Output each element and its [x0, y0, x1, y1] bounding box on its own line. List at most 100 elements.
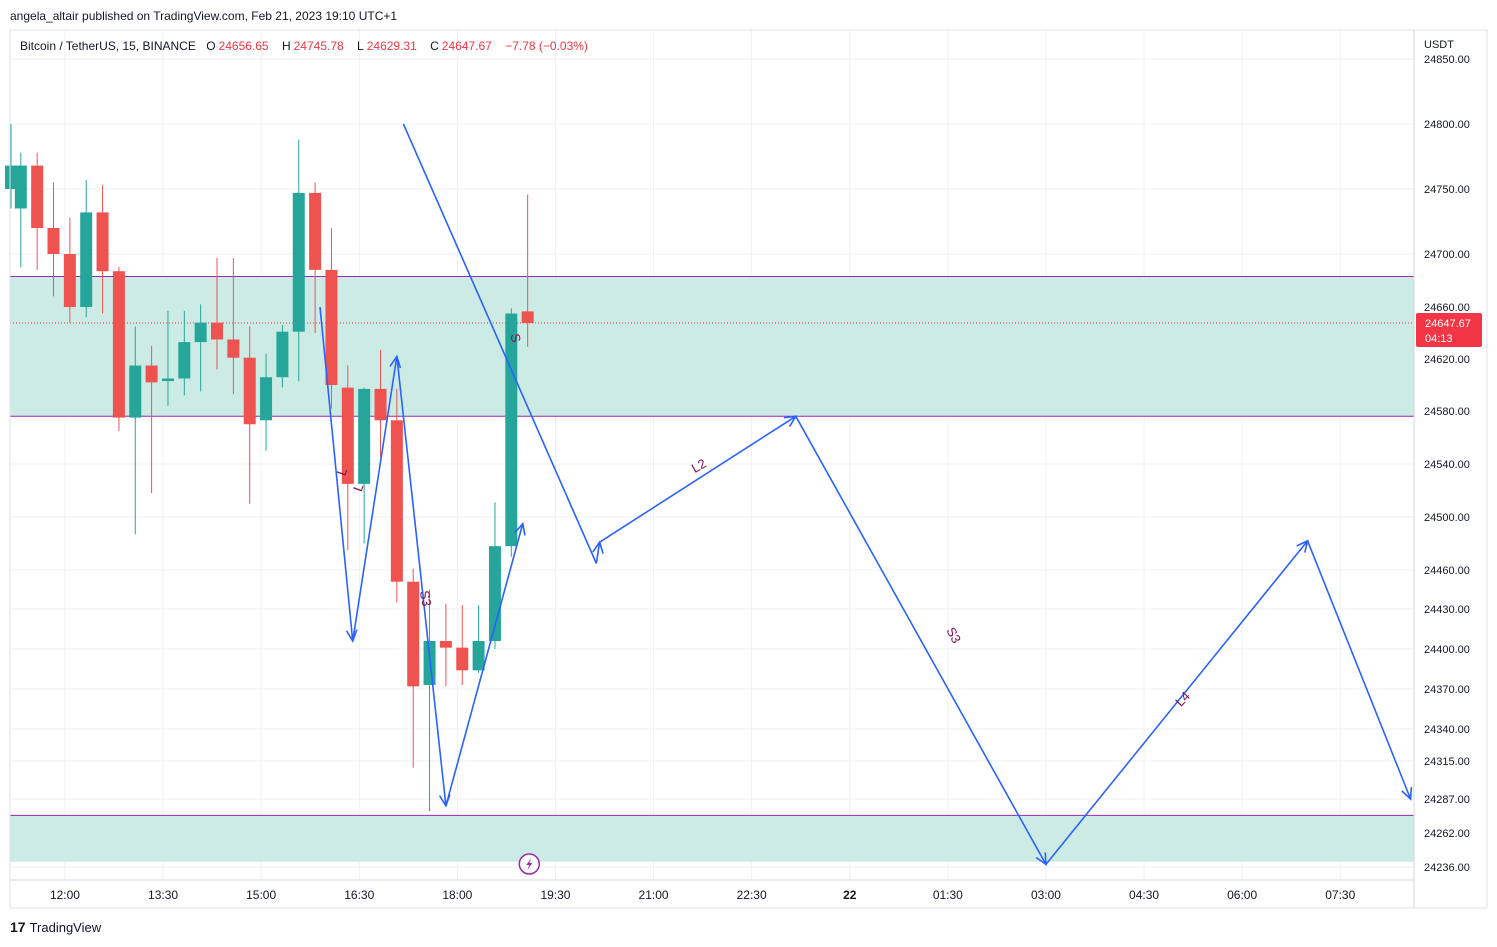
candle-body: [325, 269, 338, 385]
last-price-countdown: 04:13: [1425, 333, 1453, 345]
candle-body: [439, 641, 452, 648]
brand-name: TradingView: [29, 920, 102, 935]
x-tick-label: 15:00: [246, 888, 276, 902]
zones: [10, 276, 1414, 862]
forecast-path-segment: [1306, 540, 1412, 800]
y-tick-label: 24750.00: [1424, 184, 1470, 196]
candle: [129, 326, 142, 535]
candle-body: [145, 365, 158, 383]
candle: [439, 603, 452, 687]
candle-body: [260, 377, 273, 421]
x-tick-label: 03:00: [1031, 888, 1061, 902]
candle-body: [178, 342, 191, 379]
y-tick-label: 24800.00: [1424, 119, 1470, 131]
y-tick-label: 24236.00: [1424, 862, 1470, 874]
x-tick-label: 22: [843, 888, 857, 902]
wave-label-small: S: [507, 332, 523, 343]
candle: [145, 346, 158, 494]
y-tick-label: 24500.00: [1424, 512, 1470, 524]
candle: [276, 325, 289, 388]
candle: [292, 139, 305, 382]
candle: [456, 605, 469, 685]
candle-body: [521, 311, 534, 324]
y-tick-label: 24287.00: [1424, 794, 1470, 806]
candle: [31, 152, 44, 270]
candle: [80, 179, 93, 318]
open-label: O: [206, 39, 216, 53]
candle: [194, 304, 207, 392]
wave-label-small: S3: [417, 589, 435, 607]
candles: [5, 124, 534, 812]
tradingview-logo-icon: 17: [10, 919, 26, 935]
candle-body: [47, 228, 60, 254]
y-tick-label: 24340.00: [1424, 724, 1470, 736]
grid: [10, 30, 1414, 880]
x-tick-label: 21:00: [639, 888, 669, 902]
candle: [325, 228, 338, 409]
candle-body: [63, 254, 76, 307]
candle-body: [276, 331, 289, 378]
x-tick-label: 19:30: [540, 888, 570, 902]
open-value: 24656.65: [218, 39, 269, 53]
last-price-value: 24647.67: [1425, 318, 1471, 330]
candle-body: [472, 641, 485, 671]
lightning-glyph: [526, 858, 533, 870]
x-tick-label: 06:00: [1227, 888, 1257, 902]
y-tick-label: 24580.00: [1424, 406, 1470, 418]
forecast-path-segment: [595, 542, 601, 564]
candle: [161, 310, 174, 406]
candle-body: [456, 647, 469, 671]
y-tick-label: 24660.00: [1424, 302, 1470, 314]
forecast-path-segment: [402, 123, 598, 564]
candle: [63, 217, 76, 323]
low-value: 24629.31: [366, 39, 417, 53]
candle: [309, 182, 322, 333]
y-tick-label: 24370.00: [1424, 684, 1470, 696]
forecast-path-segment: [795, 415, 1047, 865]
y-tick-label: 24540.00: [1424, 459, 1470, 471]
forecast-path-segment: [1045, 540, 1309, 865]
y-tick-label: 24430.00: [1424, 604, 1470, 616]
zone-upper: [10, 276, 1414, 417]
candle-body: [129, 365, 142, 418]
candle: [390, 388, 403, 603]
candle: [472, 605, 485, 673]
candle-body: [341, 387, 354, 484]
low-label: L: [357, 39, 364, 53]
candle-body: [407, 581, 420, 687]
wave-label: L4: [1172, 689, 1193, 710]
symbol-name[interactable]: Bitcoin / TetherUS, 15, BINANCE: [20, 39, 196, 53]
candle: [521, 194, 534, 347]
publisher-line: angela_altair published on TradingView.c…: [10, 9, 398, 23]
x-tick-label: 07:30: [1325, 888, 1355, 902]
last-price-tag: [1416, 313, 1482, 348]
candle-body: [194, 322, 207, 343]
y-tick-label: 24700.00: [1424, 249, 1470, 261]
x-tick-label: 18:00: [442, 888, 472, 902]
past-path-segment: [319, 306, 354, 642]
wave-label: S3: [943, 625, 964, 646]
candle: [341, 365, 354, 551]
wave-label: L2: [689, 456, 709, 476]
footer: 17 TradingView: [10, 919, 101, 935]
candle: [407, 568, 420, 768]
y-tick-label: 24262.00: [1424, 828, 1470, 840]
y-tick-label: 24850.00: [1424, 54, 1470, 66]
close-value: 24647.67: [441, 39, 492, 53]
candle-body: [96, 212, 109, 272]
candle-body: [358, 388, 371, 484]
symbol-legend[interactable]: Bitcoin / TetherUS, 15, BINANCE O 24656.6…: [20, 39, 591, 53]
candle-body: [5, 165, 17, 189]
chart-frame: [9, 29, 1488, 909]
drawings[interactable]: L2 S3 L4 LL S3 S: [319, 123, 1413, 875]
candle: [112, 267, 125, 431]
past-path-segment: [396, 356, 447, 806]
candle-body: [374, 388, 387, 421]
candle-body: [14, 165, 27, 209]
candle: [47, 182, 60, 297]
candle: [178, 310, 191, 396]
candle-body: [31, 165, 44, 228]
zone-lower: [10, 815, 1414, 862]
forecast-path-arrowhead: [783, 415, 798, 427]
